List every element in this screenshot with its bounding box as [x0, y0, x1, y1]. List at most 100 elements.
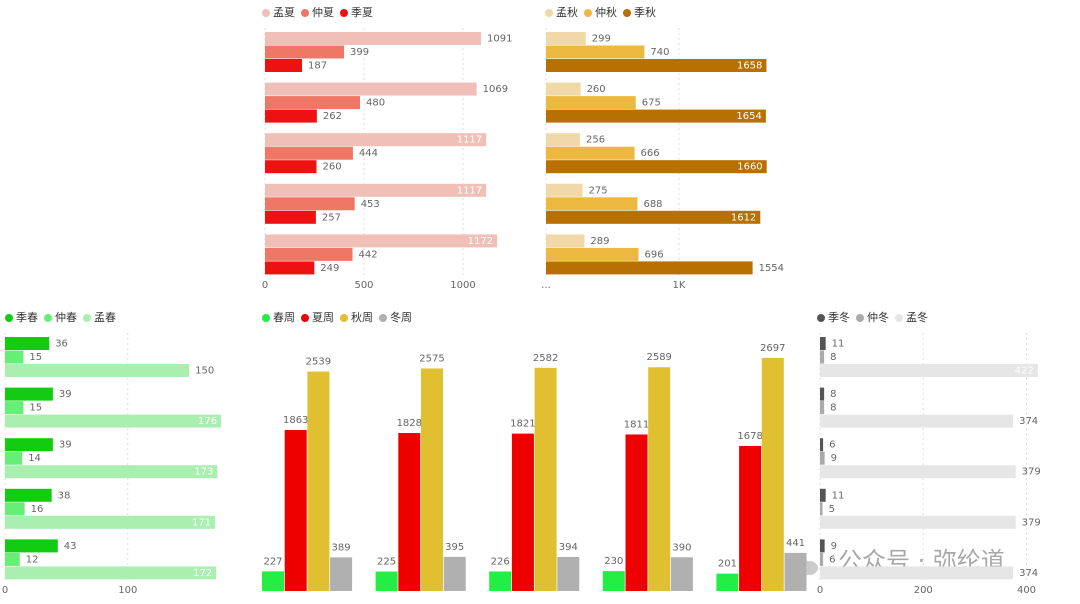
bar	[265, 45, 345, 59]
bar	[546, 109, 766, 123]
value-label: 173	[194, 467, 213, 478]
value-label: 441	[786, 538, 805, 549]
bar	[5, 387, 53, 401]
bar	[546, 96, 636, 110]
legend-label: 夏周	[312, 311, 334, 324]
bar	[330, 557, 353, 591]
legend-label: 季秋	[634, 5, 656, 19]
value-label: 9	[831, 453, 837, 464]
bar	[820, 566, 1014, 580]
bar	[739, 445, 762, 591]
bar	[5, 465, 218, 479]
value-label: 230	[604, 556, 623, 567]
bar	[820, 488, 826, 502]
value-label: 444	[359, 148, 378, 159]
bar	[5, 515, 215, 529]
value-label: 11	[832, 339, 845, 350]
bar	[546, 133, 581, 147]
bar	[262, 571, 284, 591]
value-label: 1828	[397, 418, 422, 429]
x-tick-label: 0	[2, 585, 8, 596]
legend-marker	[5, 314, 13, 322]
legend-label: 仲秋	[595, 5, 617, 19]
value-label: 8	[830, 403, 836, 414]
value-label: 249	[320, 263, 339, 274]
legend-marker	[301, 9, 309, 17]
value-label: 15	[29, 403, 42, 414]
bar	[716, 573, 739, 591]
value-label: 15	[29, 352, 42, 363]
value-label: 374	[1019, 568, 1038, 579]
value-label: 453	[361, 199, 380, 210]
value-label: 1091	[487, 34, 512, 45]
bar	[421, 368, 443, 591]
bar	[820, 502, 823, 516]
value-label: 8	[830, 352, 836, 363]
bar	[5, 552, 20, 566]
bar	[265, 32, 482, 45]
value-label: 1172	[468, 236, 493, 247]
bar	[820, 364, 1038, 377]
value-label: 1660	[737, 162, 762, 173]
value-label: 379	[1022, 467, 1041, 478]
legend-label: 孟秋	[556, 5, 578, 19]
value-label: 1678	[737, 431, 762, 442]
value-label: 740	[650, 47, 669, 58]
bar	[546, 59, 767, 72]
bar	[546, 45, 645, 59]
value-label: 225	[377, 557, 396, 568]
value-label: 1654	[736, 111, 761, 122]
legend-marker	[584, 9, 592, 17]
value-label: 176	[198, 416, 217, 427]
bar	[546, 261, 753, 275]
bar	[265, 160, 317, 174]
x-tick-label: 0	[262, 280, 268, 291]
value-label: 39	[59, 389, 72, 400]
value-label: 395	[445, 542, 464, 553]
value-label: 480	[366, 98, 385, 109]
bar	[820, 350, 825, 364]
legend-label: 仲冬	[867, 310, 889, 324]
bar	[443, 556, 466, 591]
value-label: 394	[559, 542, 578, 553]
value-label: 379	[1022, 517, 1041, 528]
bar	[307, 371, 330, 591]
bar	[557, 556, 580, 591]
bar	[5, 539, 58, 553]
value-label: 275	[589, 185, 608, 196]
value-label: 422	[1015, 366, 1034, 377]
bar	[511, 433, 534, 591]
bar	[5, 502, 25, 516]
bar	[784, 552, 807, 591]
legend-label: 孟冬	[906, 310, 928, 324]
legend-marker	[623, 9, 631, 17]
bar	[670, 557, 693, 591]
value-label: 675	[642, 98, 661, 109]
value-label: 390	[672, 542, 691, 553]
bar	[5, 350, 24, 364]
value-label: 257	[322, 212, 341, 223]
value-label: 201	[718, 559, 737, 570]
value-label: 6	[829, 554, 835, 565]
value-label: 6	[829, 440, 835, 451]
bar	[5, 438, 53, 452]
bar	[5, 451, 23, 465]
bar	[489, 571, 512, 591]
value-label: 2539	[306, 357, 331, 368]
bar	[820, 387, 825, 401]
value-label: 227	[263, 556, 282, 567]
bar	[534, 367, 557, 591]
bar	[265, 183, 487, 197]
bar	[265, 146, 353, 160]
value-label: 262	[323, 111, 342, 122]
value-label: 2582	[533, 353, 558, 364]
bar	[761, 357, 784, 591]
value-label: 1554	[759, 263, 784, 274]
bar	[265, 247, 353, 261]
bar	[265, 96, 361, 110]
bar	[820, 515, 1016, 529]
bar	[398, 433, 421, 591]
bar	[546, 32, 586, 45]
bar	[5, 337, 50, 350]
value-label: 696	[645, 249, 664, 260]
